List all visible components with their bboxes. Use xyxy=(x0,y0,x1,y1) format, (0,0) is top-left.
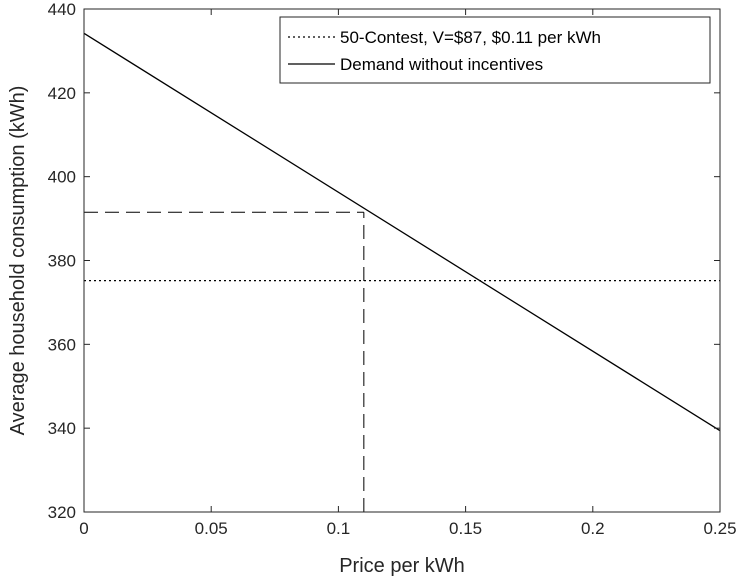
legend: 50-Contest, V=$87, $0.11 per kWh Demand … xyxy=(279,16,711,84)
plot-area xyxy=(83,32,721,512)
x-tick-label: 0.1 xyxy=(327,519,351,538)
series-line-demand xyxy=(83,32,721,432)
x-axis-label: Price per kWh xyxy=(339,555,465,577)
y-tick-label: 440 xyxy=(48,0,76,19)
y-tick-label: 420 xyxy=(48,84,76,103)
y-tick-label: 320 xyxy=(48,503,76,522)
legend-label-demand: Demand without incentives xyxy=(340,55,543,74)
y-axis-label: Average household consumption (kWh) xyxy=(7,86,29,436)
x-tick-label: 0.15 xyxy=(449,519,482,538)
x-tick-label: 0.2 xyxy=(581,519,605,538)
x-tick-label: 0.25 xyxy=(703,519,736,538)
y-tick-label: 360 xyxy=(48,335,76,354)
legend-box xyxy=(279,16,711,84)
y-tick-label: 340 xyxy=(48,419,76,438)
x-tick-label: 0.05 xyxy=(195,519,228,538)
axis-ticks: 0 0.05 0.1 0.15 0.2 0.25 320 340 360 380 400 420 440 xyxy=(48,0,737,538)
y-tick-label: 380 xyxy=(48,252,76,271)
legend-label-contest: 50-Contest, V=$87, $0.11 per kWh xyxy=(340,28,601,47)
x-tick-label: 0 xyxy=(79,519,88,538)
y-tick-label: 400 xyxy=(48,168,76,187)
